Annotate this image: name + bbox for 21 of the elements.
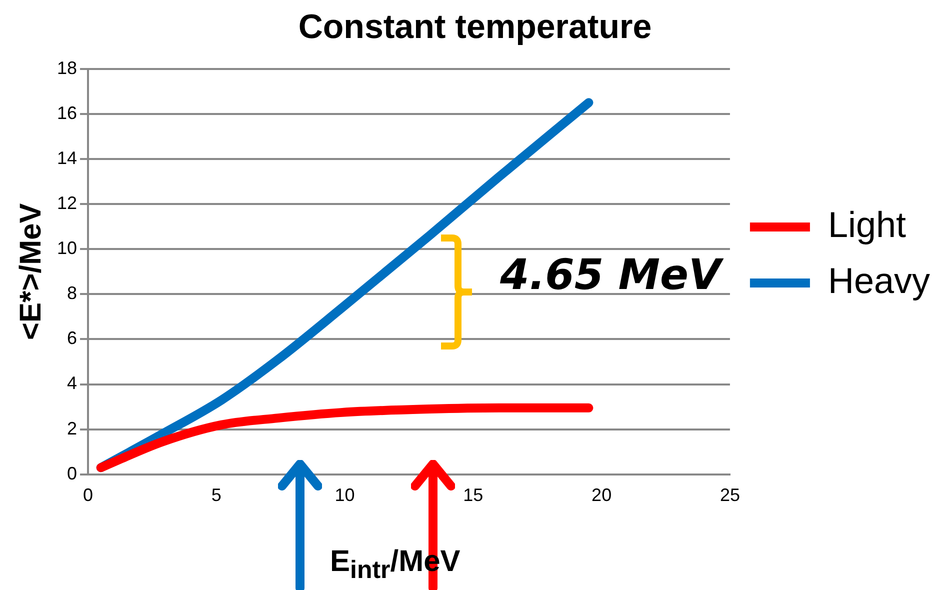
y-tick-label: 12 — [56, 192, 78, 213]
y-tick-label: 16 — [56, 102, 78, 123]
x-tick-label: 15 — [463, 485, 484, 506]
y-tick-label: 18 — [56, 58, 78, 78]
annotation: 4.65 MeV — [500, 250, 722, 299]
y-tick-label: 8 — [67, 283, 78, 304]
x-tick-label: 20 — [592, 485, 612, 506]
x-tick-label: 5 — [211, 485, 222, 506]
x-tick-label: 10 — [334, 485, 355, 506]
y-tick-label: 2 — [67, 418, 78, 438]
y-tick-label: 0 — [67, 463, 78, 484]
y-tick-label: 10 — [56, 238, 78, 258]
y-tick-label: 14 — [56, 148, 78, 168]
x-tick-label: 0 — [83, 485, 94, 506]
legend-label: Light — [828, 204, 906, 245]
y-tick-label: 6 — [67, 328, 78, 348]
x-tick-label: 25 — [720, 485, 740, 506]
y-tick-label: 4 — [67, 373, 78, 394]
y-axis-title: <E*>/MeV — [14, 203, 48, 340]
chart-title: Constant temperature — [298, 8, 652, 46]
legend-label: Heavy — [828, 260, 930, 301]
